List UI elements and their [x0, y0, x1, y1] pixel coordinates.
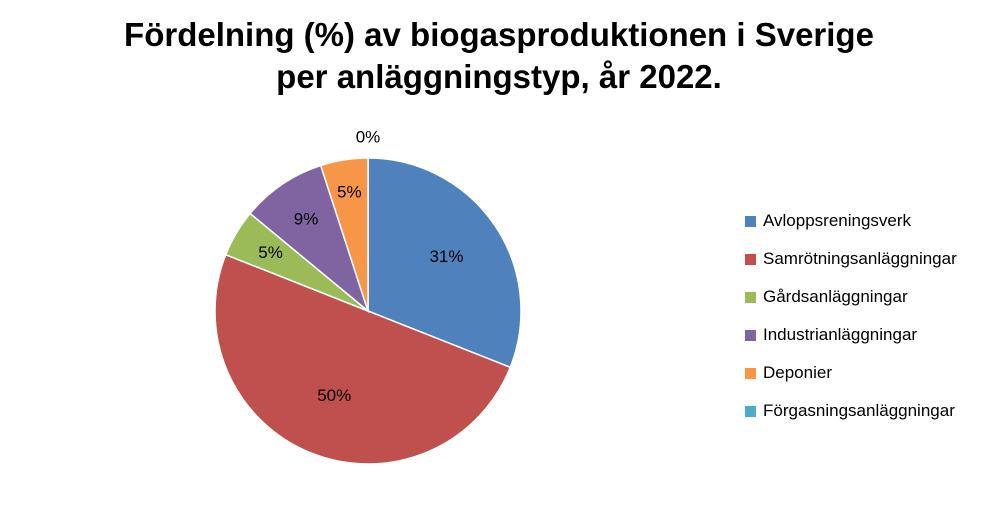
- legend-label: Samrötningsanläggningar: [763, 249, 957, 268]
- legend-item-avloppsreningsverk: Avloppsreningsverk: [745, 202, 957, 240]
- data-label-samrotningsanlaggningar: 50%: [317, 386, 351, 405]
- legend-label: Deponier: [763, 363, 832, 382]
- legend-item-deponier: Deponier: [745, 354, 957, 392]
- legend-item-gardsanlaggningar: Gårdsanläggningar: [745, 278, 957, 316]
- legend-label: Avloppsreningsverk: [763, 211, 912, 230]
- data-label-gardsanlaggningar: 5%: [258, 243, 283, 262]
- legend-label: Industrianläggningar: [763, 325, 918, 344]
- legend-item-samrotningsanlaggningar: Samrötningsanläggningar: [745, 240, 957, 278]
- chart-title: Fördelning (%) av biogasproduktionen i S…: [0, 14, 998, 98]
- chart-legend: Avloppsreningsverk Samrötningsanläggning…: [745, 202, 957, 430]
- legend-item-industrianlaggningar: Industrianläggningar: [745, 316, 957, 354]
- legend-swatch: [745, 291, 756, 303]
- legend-swatch: [745, 329, 756, 341]
- chart-title-line-1: Fördelning (%) av biogasproduktionen i S…: [124, 16, 874, 53]
- pie-slice-industrianlaggningar: [249, 164, 370, 314]
- legend-swatch: [745, 253, 756, 265]
- chart-title-line-2: per anläggningstyp, år 2022.: [276, 58, 722, 95]
- data-label-deponier: 5%: [337, 183, 362, 202]
- legend-swatch: [745, 367, 756, 379]
- pie-slice-samrotningsanlaggningar: [214, 253, 512, 465]
- data-label-forgasningsanlaggningar: 0%: [356, 128, 381, 147]
- pie-slice-deponier: [319, 157, 369, 312]
- data-label-avloppsreningsverk: 31%: [429, 247, 463, 266]
- legend-item-forgasningsanlaggningar: Förgasningsanläggningar: [745, 392, 957, 430]
- legend-swatch: [745, 405, 756, 417]
- legend-swatch: [745, 215, 756, 227]
- data-label-industrianlaggningar: 9%: [294, 209, 319, 228]
- legend-label: Förgasningsanläggningar: [763, 401, 955, 420]
- pie-slice-avloppsreningsverk: [367, 157, 522, 369]
- legend-label: Gårdsanläggningar: [763, 287, 908, 306]
